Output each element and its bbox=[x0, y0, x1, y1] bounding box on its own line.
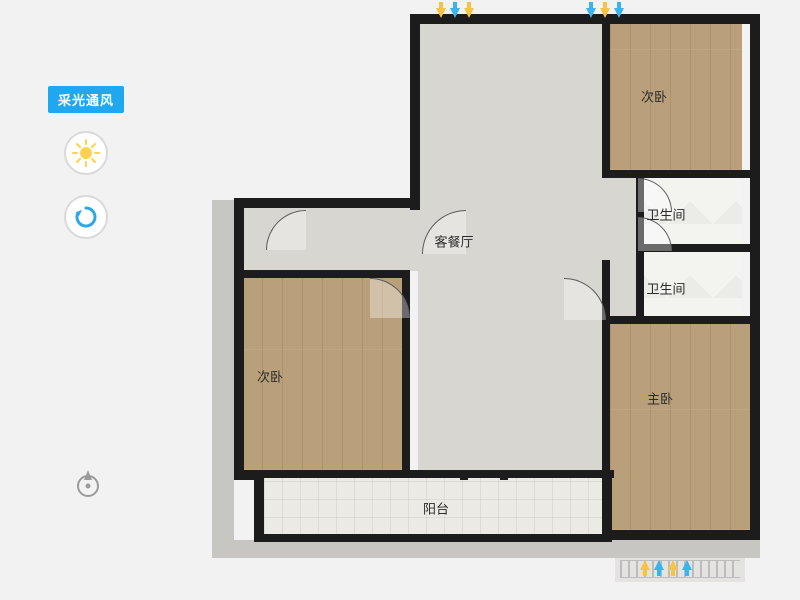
wall bbox=[234, 198, 420, 208]
wall bbox=[254, 470, 264, 542]
sun-button[interactable] bbox=[64, 131, 108, 175]
wall bbox=[602, 170, 752, 178]
vent-arrows bbox=[586, 2, 624, 18]
slab bbox=[620, 540, 760, 558]
compass-icon bbox=[72, 468, 104, 500]
refresh-button[interactable] bbox=[64, 195, 108, 239]
slab bbox=[212, 540, 632, 558]
room-balcony bbox=[264, 478, 602, 536]
refresh-icon bbox=[73, 204, 99, 230]
wall bbox=[602, 14, 610, 174]
room-master bbox=[610, 322, 758, 530]
sun-icon bbox=[72, 139, 100, 167]
wall bbox=[234, 270, 410, 278]
wall bbox=[602, 530, 760, 540]
wall bbox=[750, 14, 760, 540]
wall bbox=[602, 316, 758, 324]
vent-arrows bbox=[436, 2, 474, 18]
wall bbox=[254, 534, 610, 542]
floorplan: 客餐厅 次卧 卫生间 卫生间 次卧 主卧 阳台 bbox=[200, 0, 760, 600]
wall bbox=[234, 198, 244, 480]
slab bbox=[212, 200, 234, 550]
wall bbox=[234, 470, 610, 478]
room-bath-b bbox=[644, 252, 742, 316]
wall bbox=[500, 470, 508, 480]
side-panel: 采光通风 bbox=[46, 86, 126, 259]
side-title: 采光通风 bbox=[48, 86, 124, 113]
vent-arrows bbox=[640, 560, 692, 576]
wall bbox=[410, 198, 420, 210]
room-bed-tr bbox=[610, 22, 742, 170]
wall bbox=[602, 260, 610, 476]
wall bbox=[410, 14, 420, 206]
wall bbox=[460, 470, 468, 480]
